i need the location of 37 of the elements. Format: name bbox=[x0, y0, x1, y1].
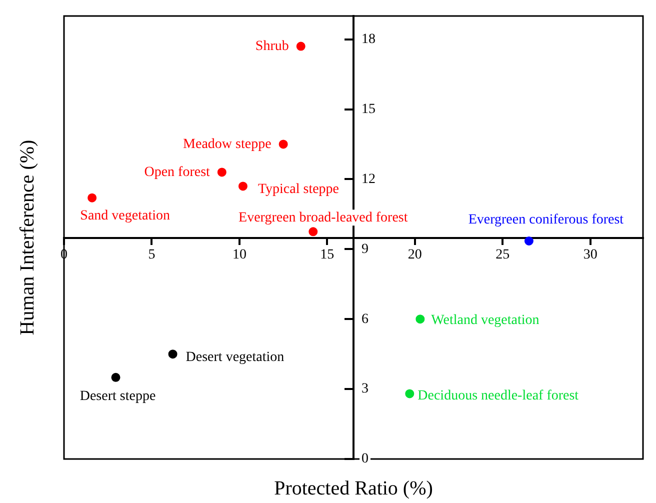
point bbox=[88, 193, 97, 202]
series-label: Meadow steppe bbox=[183, 136, 272, 152]
series-label: Sand vegetation bbox=[80, 208, 170, 224]
point bbox=[524, 236, 534, 246]
series-label: Deciduous needle-leaf forest bbox=[418, 388, 579, 404]
x-tick-label: 15 bbox=[320, 248, 334, 263]
point bbox=[168, 350, 178, 359]
y-tick-label: 15 bbox=[362, 102, 376, 117]
point bbox=[416, 314, 425, 324]
y-tick-label: 18 bbox=[362, 32, 376, 47]
y-tick-label: 0 bbox=[362, 452, 368, 467]
series-label: Desert steppe bbox=[80, 389, 156, 404]
y-tick-label: 9 bbox=[362, 242, 368, 257]
series-label: Shrub bbox=[255, 38, 289, 54]
y-axis-title: Human Interference (%) bbox=[16, 140, 38, 336]
y-tick-label: 12 bbox=[362, 172, 376, 187]
y-tick-label: 3 bbox=[362, 382, 368, 397]
series-label: Typical steppe bbox=[258, 182, 340, 197]
x-tick-label: 30 bbox=[583, 248, 598, 263]
series-label: Evergreen broad-leaved forest bbox=[238, 210, 408, 226]
x-axis-title: Protected Ratio (%) bbox=[274, 477, 433, 500]
series-label: Open forest bbox=[144, 164, 210, 180]
x-tick-label: 20 bbox=[408, 248, 422, 263]
point bbox=[308, 227, 318, 236]
series-label: Wetland vegetation bbox=[431, 312, 540, 328]
x-tick-label: 10 bbox=[232, 248, 246, 263]
x-tick-label: 25 bbox=[496, 248, 510, 263]
point bbox=[296, 42, 306, 51]
point bbox=[405, 389, 414, 398]
y-tick-label: 6 bbox=[362, 312, 368, 327]
point bbox=[238, 182, 248, 191]
series-label: Desert vegetation bbox=[186, 350, 284, 365]
point bbox=[217, 168, 226, 177]
series-label: Evergreen coniferous forest bbox=[468, 212, 624, 228]
point bbox=[111, 372, 120, 382]
x-tick-label: 5 bbox=[148, 248, 156, 263]
point bbox=[278, 140, 288, 149]
